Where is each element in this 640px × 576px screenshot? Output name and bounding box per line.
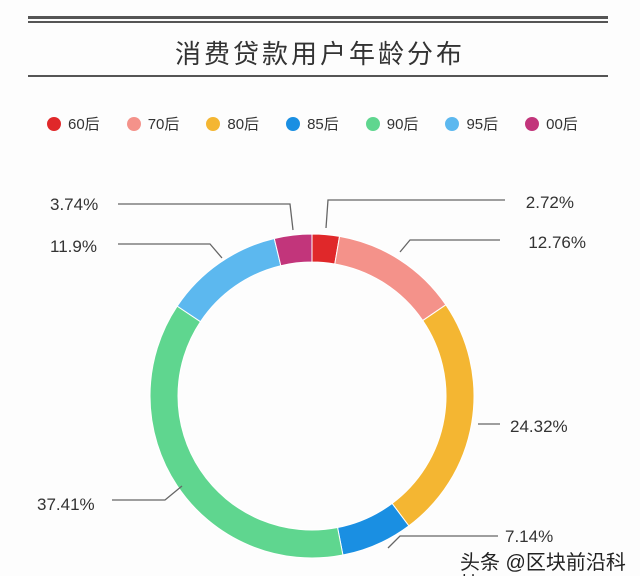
legend-item: 85后 [286,113,339,134]
slice-95后 [176,237,282,323]
slice-90后 [149,305,344,559]
legend-label: 80后 [227,116,260,133]
legend-label: 85后 [307,116,339,133]
leader-line [118,243,223,259]
leader-line [118,203,294,231]
chart-title: 消费贷款用户年龄分布 [174,40,465,70]
slice-00后 [273,233,313,267]
legend-item: 00后 [525,113,578,134]
legend-swatch [445,116,460,131]
legend-item: 90后 [365,113,419,134]
data-label: 37.41% [37,495,95,514]
legend-label: 00后 [546,116,578,133]
leader-line [387,535,498,549]
slice-80后 [391,304,475,527]
legend-swatch [365,116,380,131]
legend-label: 70后 [147,116,180,133]
legend-item: 80后 [206,113,259,134]
legend-swatch [525,116,540,131]
leader-line [399,239,500,253]
leader-line [325,199,505,229]
watermark: 头条 @区块前沿科技 [460,552,626,576]
legend-label: 95后 [466,116,499,133]
title-rule-top [28,16,608,19]
legend-swatch [126,116,141,131]
legend-label: 60后 [68,116,100,133]
legend-item: 70后 [126,113,180,134]
slice-85后 [336,502,410,556]
data-label: 3.74% [50,195,98,214]
data-label: 12.76% [528,233,586,252]
data-label: 7.14% [505,527,553,546]
legend-swatch [286,116,301,131]
title-rule-top-2 [28,21,608,23]
data-label: 2.72% [526,193,574,212]
data-label: 24.32% [510,417,568,436]
legend-item: 60后 [47,113,100,134]
title-rule-bottom [28,75,608,77]
leader-line [112,485,183,501]
legend-swatch [206,116,221,131]
legend-label: 90后 [386,116,419,133]
legend-swatch [47,116,61,131]
legend-item: 95后 [445,113,498,134]
data-label: 11.9% [50,237,97,256]
slice-70后 [334,235,447,322]
legend: 60后 70后 80后 85后 90后 95后 00后 [47,113,605,134]
